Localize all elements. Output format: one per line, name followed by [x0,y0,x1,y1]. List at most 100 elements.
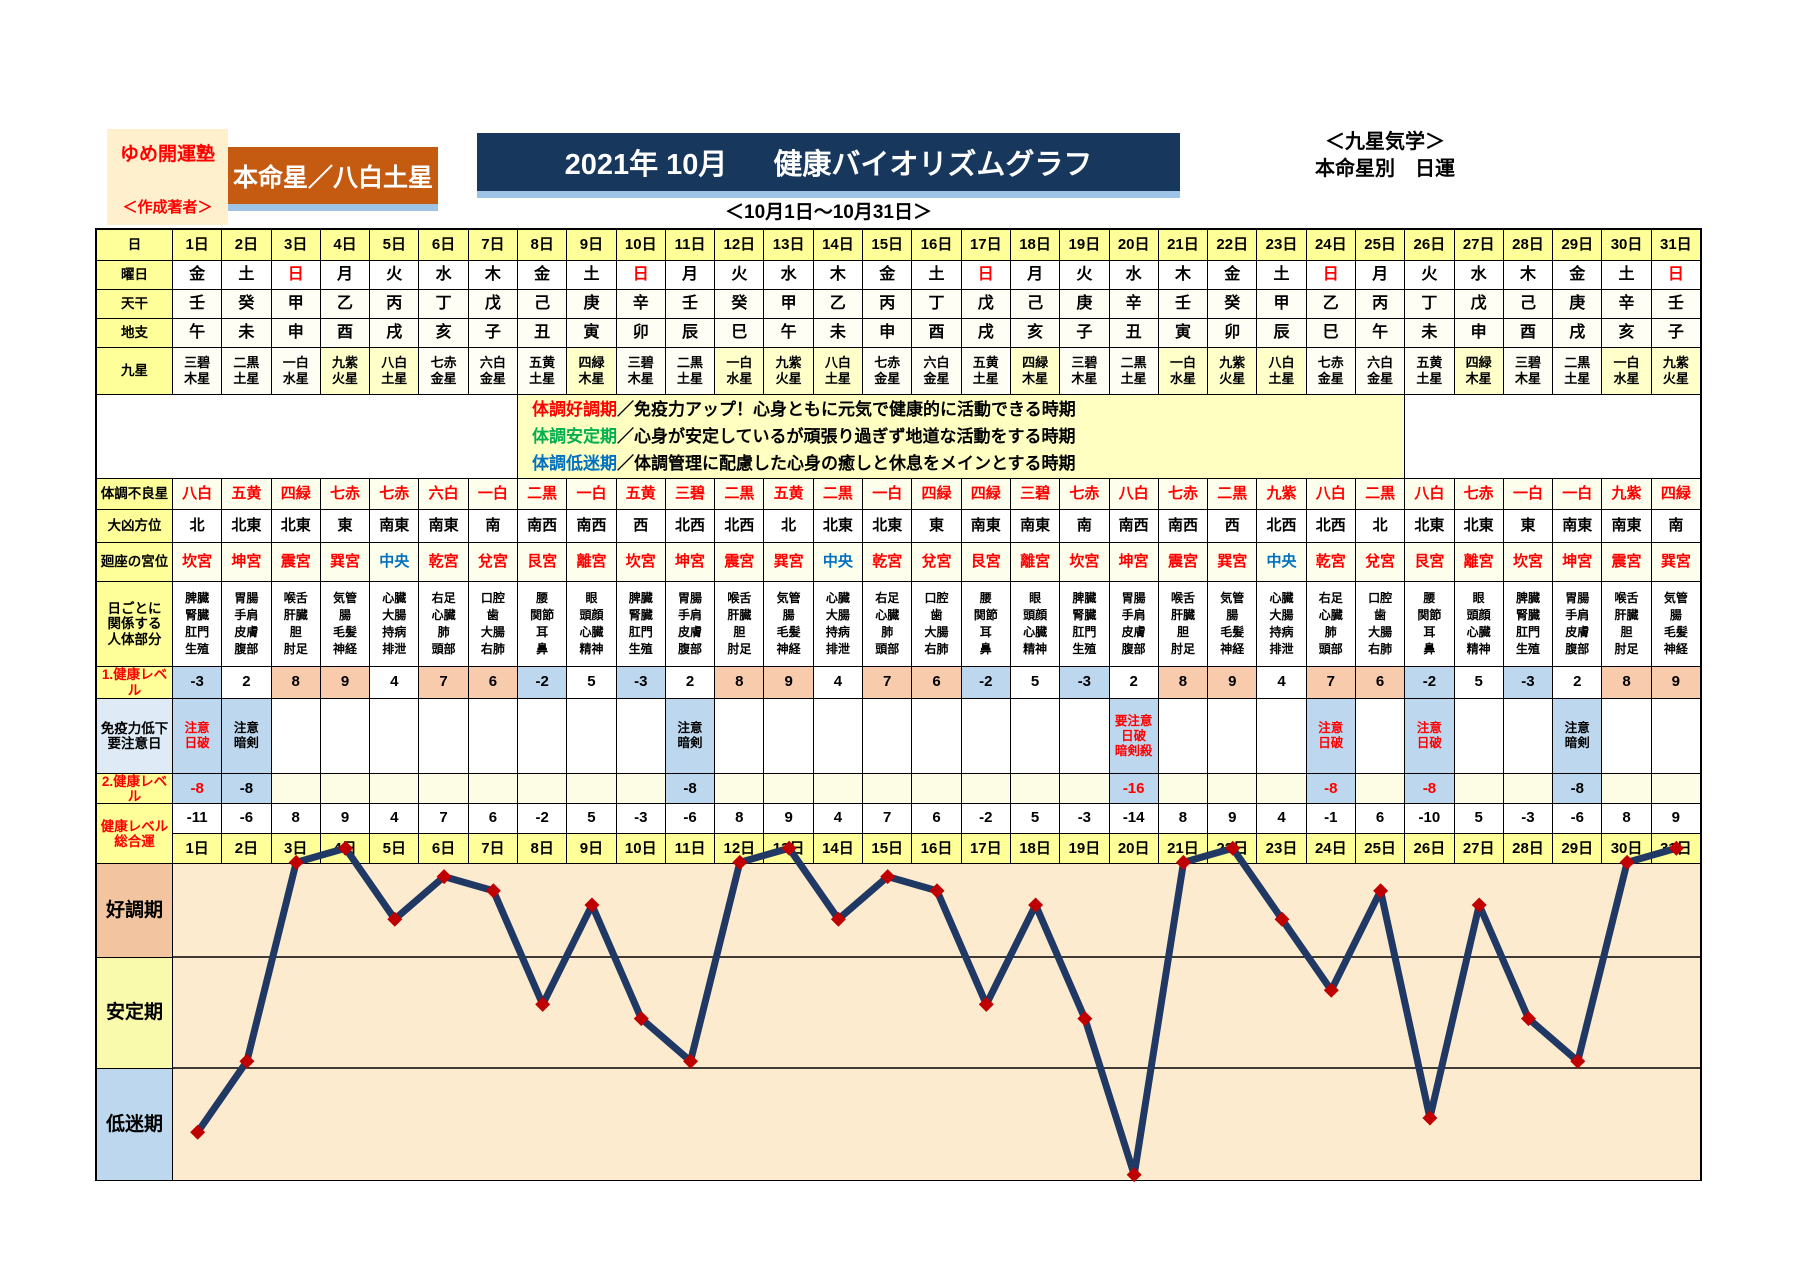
kyui-day10: 坎宮 [615,542,665,581]
level2-day9 [566,773,616,805]
total-row: 健康レベル総合運-111日-62日83日94日45日76日67日-28日59日-… [97,803,1700,864]
level1: 1.健康レベル -3 2 8 9 4 7 6 -2 5 -3 2 8 9 4 7 6 -2 5 -3 2 8 9 4 7 6 -2 5… [97,666,1700,698]
day-header-day26: 26日 [1404,230,1454,260]
level2-day7 [467,773,518,805]
day-header-day22: 22日 [1207,230,1257,260]
data-marker-day31 [1668,840,1684,856]
chishi-day2: 未 [221,318,271,347]
row-label-level2: 2.健康レベル [97,773,172,805]
day-header-day24: 24日 [1305,230,1355,260]
tenkan-day15: 丙 [862,289,912,318]
total-day9: 5 9日 [566,803,616,864]
data-marker-day18 [1028,897,1044,913]
furyosei-day30: 九紫 [1601,478,1651,509]
total-value-day26: -10 [1405,804,1454,834]
furyosei-day25: 二黒 [1354,478,1405,509]
data-marker-day10 [633,1011,649,1027]
level1-day26: -2 [1404,666,1454,698]
kyusei-day4: 九紫 火星 [319,347,370,394]
hoi-day27: 北東 [1453,509,1503,542]
row-label-tenkan: 天干 [97,289,172,318]
band-label-3: 低迷期 [97,1068,172,1180]
tenkan-day2: 癸 [221,289,271,318]
day-header-day15: 15日 [862,230,912,260]
data-marker-day8 [535,996,551,1012]
furyosei-day5: 七赤 [369,478,419,509]
kyui-day6: 乾宮 [418,542,468,581]
total-daylabel-day31: 31日 [1651,834,1700,864]
kyui-day22: 巽宮 [1207,542,1257,581]
furyosei-day22: 二黒 [1207,478,1257,509]
furyosei-day1: 八白 [172,478,222,509]
level1-day8: -2 [517,666,567,698]
level1-day30: 8 [1601,666,1651,698]
tenkan-day7: 戊 [467,289,518,318]
total-day12: 8 12日 [714,803,764,864]
biorhythm-line-chart [173,840,1701,1183]
level1-day9: 5 [566,666,616,698]
immune-warning-day4 [319,698,370,773]
total-daylabel-day24: 24日 [1306,834,1355,864]
weekday-day7: 木 [467,260,518,289]
chishi-day17: 戌 [960,318,1010,347]
kyui-day8: 艮宮 [517,542,567,581]
legend-line-1: 体調好調期／免疫力アップ！心身ともに元気で健康的に活動できる時期 [532,396,1076,423]
immune-warning-day20: 要注意 日破 暗剣殺 [1108,698,1158,773]
row-label-hoi: 大凶方位 [97,509,172,542]
kyusei-day12: 一白 水星 [714,347,764,394]
total-daylabel-day7: 7日 [468,834,518,864]
data-marker-day11 [683,1053,699,1069]
chishi-day25: 午 [1354,318,1405,347]
level2-day24: -8 [1305,773,1355,805]
data-marker-day15 [880,869,896,885]
total-day31: 931日 [1650,803,1700,864]
kyui-day24: 乾宮 [1305,542,1355,581]
weekday-day15: 金 [862,260,912,289]
legend-line-2: 体調安定期／心身が安定しているが頑張り過ぎず地道な活動をする時期 [532,423,1076,450]
level1-day4: 9 [319,666,370,698]
kyusei-day13: 九紫 火星 [763,347,813,394]
body-parts-day22: 気管腸毛髪 神経 [1207,581,1257,666]
data-marker-day1 [190,1124,206,1140]
hoi-day21: 南西 [1157,509,1208,542]
page-title: 2021年 10月 健康バイオリズムグラフ [477,133,1180,191]
hoi-day16: 東 [911,509,961,542]
level2-day3 [270,773,320,805]
total-day8: -2 8日 [517,803,567,864]
title-year-month: 2021年 10月 [564,149,728,181]
immune-warning-day24: 注意 日破 [1305,698,1355,773]
level1-day22: 9 [1207,666,1257,698]
furyosei: 体調不良星 八白 五黄 四緑 七赤 七赤 六白 一白 二黒 一白 五黄 三碧 二黒 五黄 二黒 一白 四緑 四緑三… [97,478,1700,509]
weekday-day22: 金 [1207,260,1257,289]
hoi-day9: 南西 [566,509,616,542]
total-daylabel-day23: 23日 [1257,834,1306,864]
level1-day7: 6 [467,666,518,698]
immune-warning-day7 [467,698,518,773]
level2-day5 [369,773,419,805]
total-daylabel-day26: 26日 [1405,834,1454,864]
day-header-day8: 8日 [517,230,567,260]
kyusei-day3: 一白 水星 [270,347,320,394]
total-day7: 6 7日 [467,803,518,864]
kyui-day5: 中央 [369,542,419,581]
kyui-day3: 震宮 [270,542,320,581]
total-value-day18: 5 [1010,804,1060,834]
level2-day8 [517,773,567,805]
data-marker-day14 [830,911,846,927]
total-daylabel-day5: 5日 [370,834,419,864]
kyusei-day7: 六白 金星 [467,347,518,394]
kyui-day7: 兌宮 [467,542,518,581]
kyusei-day20: 二黒 土星 [1108,347,1158,394]
row-label-day-header: 日 [97,230,172,260]
day-header-day31: 31日 [1650,230,1700,260]
hoi-day30: 南東 [1601,509,1651,542]
chishi-day26: 未 [1404,318,1454,347]
immune-warning-day2: 注意 暗剣 [221,698,271,773]
chishi-day13: 午 [763,318,813,347]
total-day6: 7 6日 [418,803,468,864]
level2-day13 [763,773,813,805]
kyusei: 九星 三碧 木星 二黒 土星 一白 水星 九紫 火星 八白 土星 七赤 金星 六白 金星 五黄 土星 四緑 木星 三碧… [97,347,1700,394]
data-marker-day9 [584,897,600,913]
total-daylabel-day16: 16日 [912,834,961,864]
data-marker-day4 [338,840,354,856]
